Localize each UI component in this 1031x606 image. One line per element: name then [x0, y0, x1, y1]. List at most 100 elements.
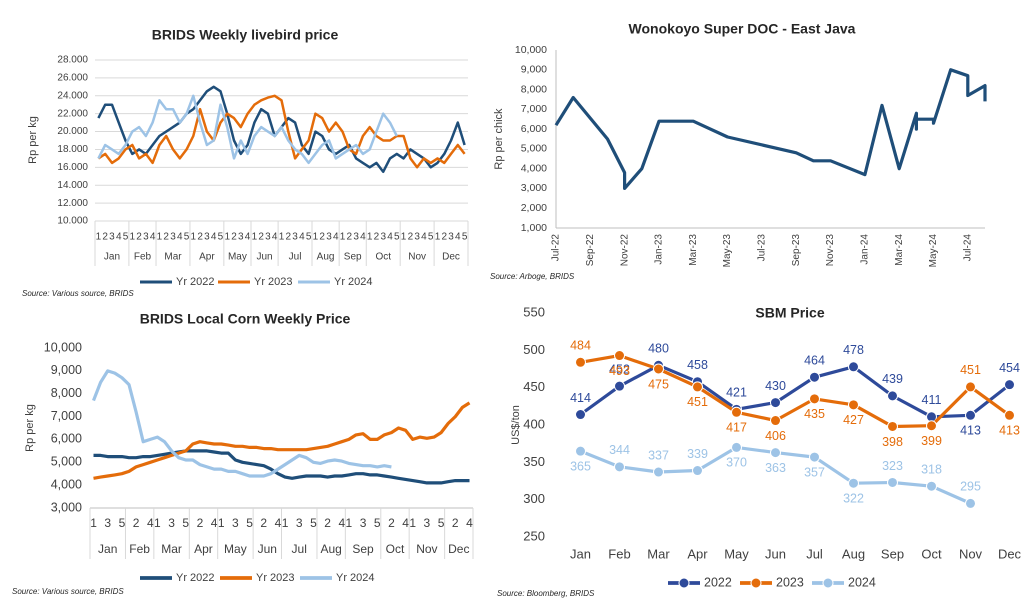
x-tick-label: Sep: [881, 546, 904, 561]
data-label: 451: [687, 395, 708, 409]
x-tick-label: 3: [238, 232, 244, 243]
data-label: 413: [999, 424, 1020, 438]
x-tick-label: 4: [150, 232, 156, 243]
source-note: Source: Various source, BRIDS: [12, 587, 124, 596]
y-axis-label: Rp per kg: [27, 116, 39, 164]
y-tick-label: 250: [523, 528, 545, 543]
legend-label: 2022: [704, 575, 732, 589]
data-label: 439: [882, 372, 903, 386]
x-tick-label: 3: [380, 232, 386, 243]
x-group-label: Oct: [386, 542, 405, 556]
x-tick-label: 3: [326, 232, 332, 243]
x-tick-label: Jan-24: [860, 234, 871, 265]
series-line: [97, 94, 398, 165]
x-tick-label: 1: [279, 232, 285, 243]
y-tick-label: 300: [523, 491, 545, 506]
data-point: [965, 381, 976, 393]
data-label: 430: [765, 379, 786, 393]
x-group-label: Dec: [448, 542, 469, 556]
y-tick-label: 400: [523, 416, 545, 431]
x-tick-label: 1: [346, 516, 353, 530]
source-note: Source: Bloomberg, BRIDS: [497, 589, 595, 598]
data-label: 451: [960, 363, 981, 377]
data-label: 493: [609, 364, 630, 378]
x-tick-label: Sep-23: [791, 234, 802, 267]
x-group-label: Oct: [375, 252, 391, 263]
source-note: Source: Various source, BRIDS: [22, 289, 134, 298]
x-tick-label: 2: [197, 232, 203, 243]
series-line: [554, 68, 987, 190]
data-label: 398: [882, 435, 903, 449]
x-tick-label: 4: [299, 232, 305, 243]
data-point: [770, 415, 781, 427]
x-tick-label: 1: [401, 232, 407, 243]
chart-title: Wonokoyo Super DOC - East Java: [629, 21, 856, 37]
x-tick-label: May-23: [722, 234, 733, 268]
data-point: [965, 409, 976, 421]
y-tick-label: 550: [523, 304, 545, 319]
y-tick-label: 4,000: [521, 162, 547, 174]
x-tick-label: 4: [455, 232, 461, 243]
x-tick-label: 2: [197, 516, 204, 530]
legend-label: Yr 2023: [254, 276, 293, 288]
y-tick-label: 6,000: [521, 123, 547, 135]
data-label: 413: [960, 424, 981, 438]
x-group-label: May: [228, 252, 247, 263]
x-tick-label: 1: [96, 232, 102, 243]
data-point: [692, 465, 703, 477]
x-tick-label: 1: [130, 232, 136, 243]
x-tick-label: 4: [147, 516, 154, 530]
y-axis-label: US$/ton: [510, 405, 522, 445]
x-group-label: Jan: [104, 252, 120, 263]
y-tick-label: 10,000: [515, 44, 547, 56]
x-tick-label: 5: [218, 232, 224, 243]
data-point: [692, 381, 703, 393]
x-group-label: Aug: [320, 542, 341, 556]
x-tick-label: 3: [353, 232, 359, 243]
data-point: [770, 447, 781, 459]
data-point: [887, 420, 898, 432]
x-tick-label: May-24: [928, 234, 939, 268]
series-line: [97, 94, 466, 169]
x-tick-label: 4: [402, 516, 409, 530]
x-tick-label: 4: [360, 232, 366, 243]
x-tick-label: 1: [435, 232, 441, 243]
x-group-label: Jul: [289, 252, 302, 263]
y-tick-label: 350: [523, 454, 545, 469]
data-label: 365: [570, 459, 591, 473]
x-group-label: Nov: [416, 542, 437, 556]
chart-panel: SBM Price US$/ton Source: Bloomberg, BRIDS…: [497, 304, 1022, 598]
x-tick-label: 1: [157, 232, 163, 243]
y-tick-label: 8,000: [521, 83, 547, 95]
y-tick-label: 5,000: [521, 143, 547, 155]
x-tick-label: 2: [374, 232, 380, 243]
x-tick-label: 1: [218, 516, 225, 530]
data-point: [731, 406, 742, 418]
data-label: 370: [726, 456, 747, 470]
data-point: [653, 466, 664, 478]
x-tick-label: 3: [168, 516, 175, 530]
x-tick-label: 3: [204, 232, 210, 243]
x-tick-label: Jul-23: [757, 234, 768, 262]
y-tick-label: 3,000: [521, 182, 547, 194]
y-tick-label: 26.000: [57, 73, 88, 84]
chart-panel: BRIDS Weekly livebird price Rp per kg Sour…: [22, 27, 469, 298]
y-axis-label: Rp per chick: [493, 108, 505, 170]
data-point: [575, 409, 586, 421]
x-tick-label: Dec: [998, 546, 1022, 561]
x-tick-label: 4: [421, 232, 427, 243]
x-tick-label: Mar: [647, 546, 670, 561]
x-tick-label: 4: [275, 516, 282, 530]
x-group-label: Aug: [317, 252, 335, 263]
data-point: [614, 350, 625, 362]
x-group-label: Jun: [256, 252, 272, 263]
data-label: 478: [843, 343, 864, 357]
data-label: 339: [687, 447, 708, 461]
y-tick-label: 4,000: [51, 477, 82, 491]
x-tick-label: 3: [414, 232, 420, 243]
data-point: [887, 476, 898, 488]
data-point: [965, 497, 976, 509]
x-group-label: Mar: [164, 252, 182, 263]
x-tick-label: 1: [409, 516, 416, 530]
